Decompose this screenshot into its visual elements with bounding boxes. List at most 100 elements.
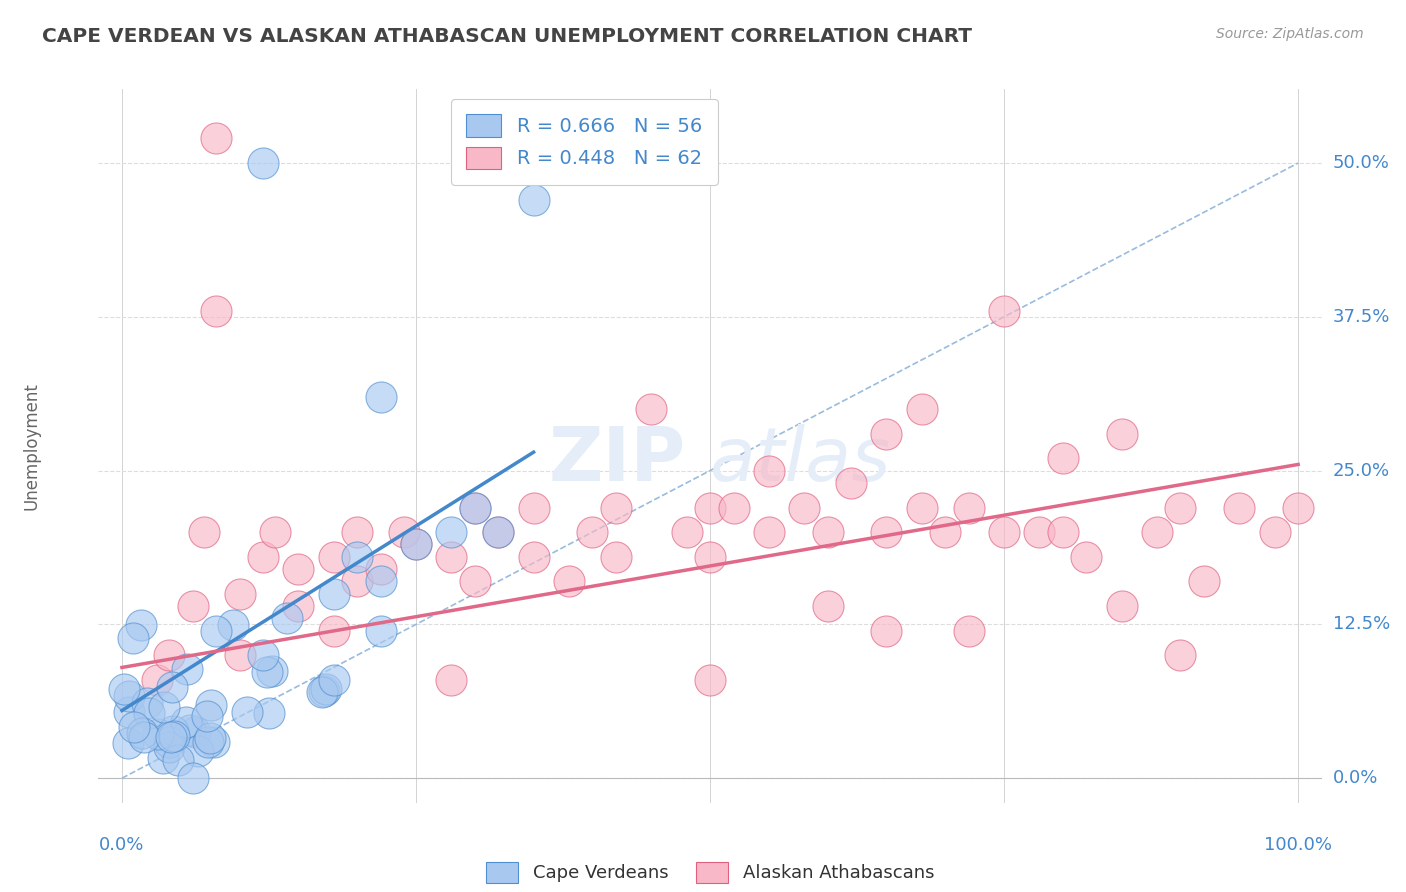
Point bbox=[370, 390, 392, 404]
Point bbox=[263, 525, 285, 540]
Point bbox=[197, 708, 219, 723]
Point bbox=[817, 525, 839, 540]
Point bbox=[875, 624, 897, 638]
Point bbox=[322, 673, 344, 687]
Text: 12.5%: 12.5% bbox=[1333, 615, 1391, 633]
Point bbox=[146, 673, 169, 687]
Point bbox=[200, 698, 222, 713]
Point bbox=[486, 525, 509, 540]
Point bbox=[558, 574, 581, 589]
Point bbox=[440, 549, 463, 564]
Point bbox=[405, 537, 427, 551]
Point bbox=[236, 705, 259, 719]
Point bbox=[252, 156, 274, 170]
Point bbox=[181, 599, 204, 613]
Point bbox=[162, 729, 184, 743]
Point bbox=[911, 402, 934, 417]
Point bbox=[839, 475, 862, 490]
Point bbox=[1264, 525, 1286, 540]
Point bbox=[640, 402, 662, 417]
Point bbox=[118, 706, 141, 720]
Point bbox=[228, 648, 250, 662]
Point bbox=[440, 673, 463, 687]
Text: atlas: atlas bbox=[710, 425, 891, 496]
Point bbox=[315, 681, 337, 696]
Text: CAPE VERDEAN VS ALASKAN ATHABASCAN UNEMPLOYMENT CORRELATION CHART: CAPE VERDEAN VS ALASKAN ATHABASCAN UNEMP… bbox=[42, 27, 972, 45]
Point bbox=[1028, 525, 1050, 540]
Point bbox=[157, 648, 180, 662]
Point bbox=[1146, 525, 1168, 540]
Point bbox=[112, 681, 135, 696]
Point bbox=[758, 525, 780, 540]
Point bbox=[132, 730, 155, 744]
Point bbox=[699, 549, 721, 564]
Point bbox=[181, 771, 204, 785]
Point bbox=[934, 525, 956, 540]
Text: 25.0%: 25.0% bbox=[1333, 461, 1391, 480]
Point bbox=[322, 549, 344, 564]
Point bbox=[311, 685, 333, 699]
Point bbox=[346, 574, 368, 589]
Point bbox=[486, 525, 509, 540]
Point bbox=[174, 714, 197, 729]
Point bbox=[993, 303, 1015, 318]
Point bbox=[287, 599, 309, 613]
Point bbox=[256, 665, 278, 679]
Point bbox=[136, 696, 159, 710]
Point bbox=[160, 680, 183, 694]
Point bbox=[464, 500, 486, 515]
Point bbox=[124, 720, 146, 734]
Point bbox=[162, 724, 184, 739]
Point bbox=[152, 751, 174, 765]
Point bbox=[699, 673, 721, 687]
Text: 0.0%: 0.0% bbox=[1333, 769, 1378, 788]
Point bbox=[322, 624, 344, 638]
Point bbox=[131, 726, 153, 740]
Point bbox=[1286, 500, 1309, 515]
Point bbox=[1111, 599, 1133, 613]
Point bbox=[875, 426, 897, 441]
Point bbox=[793, 500, 815, 515]
Point bbox=[222, 618, 245, 632]
Point bbox=[523, 549, 546, 564]
Text: 37.5%: 37.5% bbox=[1333, 308, 1391, 326]
Point bbox=[346, 525, 368, 540]
Point bbox=[122, 631, 145, 645]
Point bbox=[523, 500, 546, 515]
Point bbox=[911, 500, 934, 515]
Point bbox=[1227, 500, 1250, 515]
Point bbox=[392, 525, 415, 540]
Point bbox=[276, 611, 298, 625]
Point bbox=[1170, 648, 1192, 662]
Text: 100.0%: 100.0% bbox=[1264, 836, 1331, 855]
Point bbox=[440, 525, 463, 540]
Point bbox=[1111, 426, 1133, 441]
Point bbox=[581, 525, 603, 540]
Point bbox=[287, 562, 309, 576]
Point bbox=[184, 725, 207, 739]
Legend: Cape Verdeans, Alaskan Athabascans: Cape Verdeans, Alaskan Athabascans bbox=[479, 855, 941, 890]
Point bbox=[370, 574, 392, 589]
Point bbox=[153, 700, 176, 714]
Point bbox=[1076, 549, 1098, 564]
Point bbox=[167, 754, 190, 768]
Point bbox=[875, 525, 897, 540]
Point bbox=[146, 726, 169, 740]
Point bbox=[758, 464, 780, 478]
Point bbox=[314, 684, 336, 698]
Point bbox=[699, 500, 721, 515]
Point bbox=[405, 537, 427, 551]
Point bbox=[252, 549, 274, 564]
Point bbox=[205, 303, 228, 318]
Point bbox=[346, 549, 368, 564]
Point bbox=[1192, 574, 1215, 589]
Point bbox=[675, 525, 697, 540]
Point bbox=[370, 562, 392, 576]
Point bbox=[262, 664, 284, 678]
Point bbox=[228, 587, 250, 601]
Point bbox=[198, 731, 221, 745]
Point bbox=[957, 624, 980, 638]
Point bbox=[464, 574, 486, 589]
Point bbox=[118, 689, 141, 703]
Point bbox=[957, 500, 980, 515]
